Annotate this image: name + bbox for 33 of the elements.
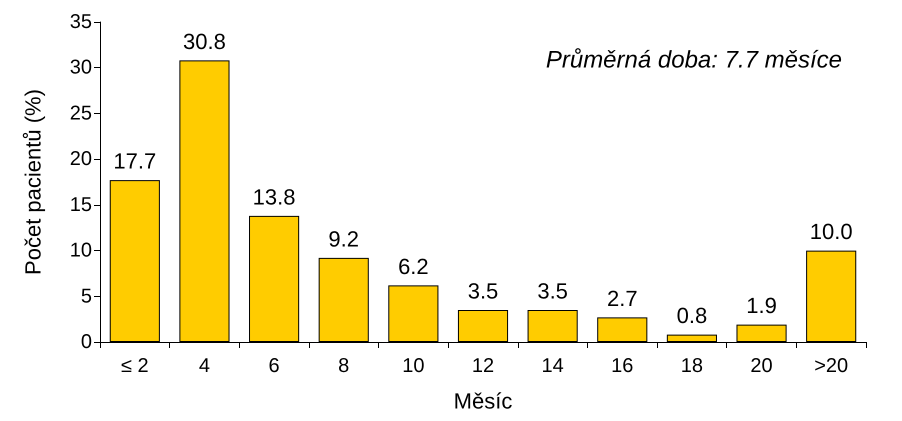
y-axis-title: Počet pacientů (%) — [20, 89, 46, 275]
y-tick-label: 30 — [70, 56, 92, 79]
x-tick-label: 18 — [680, 355, 704, 377]
annotation: Průměrná doba: 7.7 měsíce — [546, 46, 842, 74]
data-label: 0.8 — [676, 303, 708, 328]
x-tick-label: ≤ 2 — [120, 355, 149, 377]
y-tick-label: 20 — [70, 148, 92, 170]
y-tick-label: 35 — [70, 11, 92, 33]
y-tick-label: 10 — [70, 240, 92, 262]
data-label: 10.0 — [810, 219, 853, 244]
y-tick-label: 0 — [80, 331, 92, 353]
data-label: 13.8 — [252, 184, 296, 210]
y-tick-label: 15 — [70, 194, 92, 216]
data-label: 17.7 — [113, 148, 156, 174]
x-tick-label: 6 — [268, 355, 280, 377]
data-label: 1.9 — [746, 293, 777, 318]
x-tick-label: 14 — [542, 355, 564, 377]
x-tick-label: 8 — [338, 355, 350, 377]
x-tick-label: >20 — [814, 355, 848, 377]
x-tick-label: 10 — [402, 355, 424, 377]
x-axis-title: Měsíc — [454, 388, 512, 414]
data-label: 9.2 — [328, 226, 360, 252]
x-tick-label: 16 — [611, 355, 634, 377]
data-label: 2.7 — [606, 286, 638, 311]
data-label: 6.2 — [398, 254, 429, 279]
x-tick-label: 20 — [750, 355, 773, 377]
y-tick-label: 5 — [80, 285, 92, 308]
x-tick-label: 4 — [198, 355, 210, 377]
data-label: 3.5 — [537, 278, 568, 304]
y-tick-label: 25 — [70, 102, 92, 124]
data-label: 30.8 — [183, 28, 226, 54]
data-label: 3.5 — [468, 278, 498, 304]
x-tick-label: 12 — [472, 355, 494, 377]
